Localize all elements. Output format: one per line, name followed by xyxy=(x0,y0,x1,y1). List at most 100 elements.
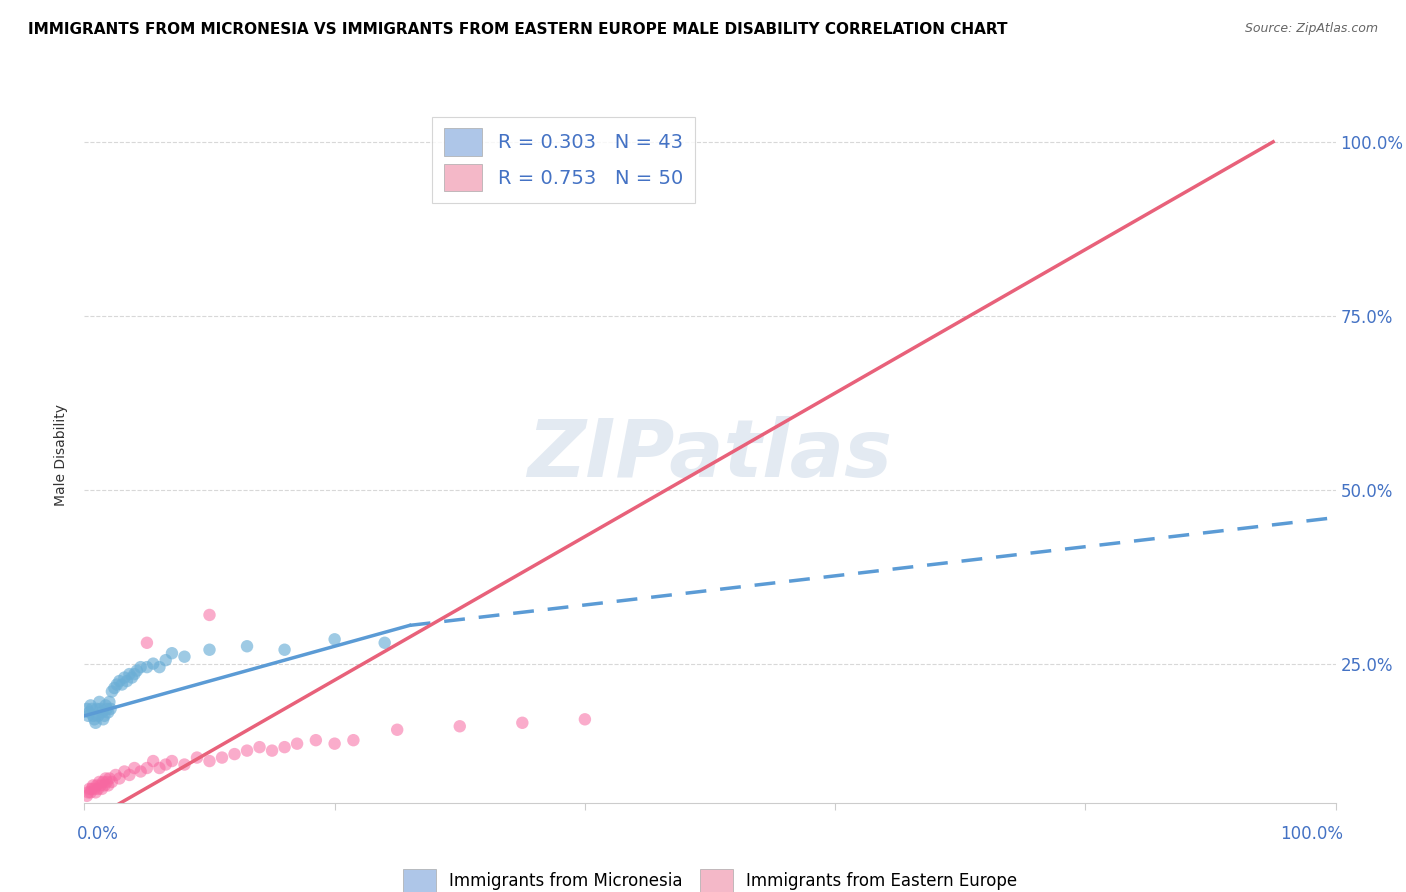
Point xyxy=(236,744,259,758)
Point xyxy=(91,712,114,726)
Point xyxy=(94,698,117,713)
Point xyxy=(103,681,125,695)
Point xyxy=(173,757,195,772)
Point xyxy=(76,789,98,803)
Point xyxy=(96,702,118,716)
Point xyxy=(76,702,98,716)
Point xyxy=(305,733,328,747)
Point xyxy=(100,702,122,716)
Point xyxy=(136,761,159,775)
Text: Source: ZipAtlas.com: Source: ZipAtlas.com xyxy=(1244,22,1378,36)
Point xyxy=(101,684,124,698)
Point xyxy=(574,712,596,726)
Point xyxy=(136,636,159,650)
Text: 0.0%: 0.0% xyxy=(77,825,120,843)
Point xyxy=(124,761,146,775)
Point xyxy=(87,781,110,796)
Point xyxy=(273,642,295,657)
Point xyxy=(512,715,534,730)
Point xyxy=(97,706,120,720)
Point xyxy=(129,660,152,674)
Point xyxy=(108,772,131,786)
Point xyxy=(121,671,143,685)
Point xyxy=(136,660,159,674)
Point xyxy=(84,715,107,730)
Point xyxy=(91,775,114,789)
Text: 100.0%: 100.0% xyxy=(1279,825,1343,843)
Point xyxy=(142,657,165,671)
Point xyxy=(323,737,346,751)
Point xyxy=(79,698,101,713)
Point xyxy=(79,785,101,799)
Point xyxy=(211,750,233,764)
Point xyxy=(142,754,165,768)
Point xyxy=(155,757,177,772)
Point xyxy=(148,660,170,674)
Point xyxy=(97,778,120,793)
Text: ZIPatlas: ZIPatlas xyxy=(527,416,893,494)
Point xyxy=(112,764,135,779)
Point xyxy=(198,607,221,622)
Point xyxy=(77,708,100,723)
Point xyxy=(86,778,108,793)
Point xyxy=(87,708,110,723)
Point xyxy=(125,664,148,678)
Point xyxy=(105,677,128,691)
Point xyxy=(93,708,115,723)
Point xyxy=(83,712,105,726)
Point xyxy=(273,740,295,755)
Point xyxy=(236,639,259,653)
Point xyxy=(111,677,134,691)
Point xyxy=(186,750,208,764)
Legend: Immigrants from Micronesia, Immigrants from Eastern Europe: Immigrants from Micronesia, Immigrants f… xyxy=(396,862,1024,892)
Point xyxy=(93,778,115,793)
Point xyxy=(79,706,101,720)
Point xyxy=(89,695,111,709)
Point xyxy=(285,737,308,751)
Point xyxy=(323,632,346,647)
Point xyxy=(94,772,117,786)
Point xyxy=(160,754,183,768)
Point xyxy=(173,649,195,664)
Point xyxy=(90,706,112,720)
Point xyxy=(198,642,221,657)
Point xyxy=(90,778,112,793)
Point xyxy=(101,775,124,789)
Point xyxy=(198,754,221,768)
Point xyxy=(249,740,271,755)
Point xyxy=(115,674,138,689)
Point xyxy=(449,719,471,733)
Point xyxy=(96,775,118,789)
Point xyxy=(77,785,100,799)
Point xyxy=(124,667,146,681)
Point xyxy=(118,768,141,782)
Point xyxy=(80,781,103,796)
Point xyxy=(90,702,112,716)
Point xyxy=(98,772,121,786)
Point xyxy=(82,708,104,723)
Point xyxy=(89,775,111,789)
Point xyxy=(342,733,364,747)
Point xyxy=(83,781,105,796)
Point xyxy=(385,723,409,737)
Point xyxy=(84,785,107,799)
Point xyxy=(160,646,183,660)
Text: IMMIGRANTS FROM MICRONESIA VS IMMIGRANTS FROM EASTERN EUROPE MALE DISABILITY COR: IMMIGRANTS FROM MICRONESIA VS IMMIGRANTS… xyxy=(28,22,1008,37)
Point xyxy=(374,636,396,650)
Point xyxy=(98,695,121,709)
Point xyxy=(82,778,104,793)
Point xyxy=(262,744,284,758)
Point xyxy=(224,747,246,761)
Point xyxy=(129,764,152,779)
Point xyxy=(90,781,112,796)
Point xyxy=(104,768,127,782)
Point xyxy=(118,667,141,681)
Point xyxy=(112,671,135,685)
Point xyxy=(148,761,170,775)
Point xyxy=(108,674,131,689)
Point xyxy=(86,702,108,716)
Point xyxy=(79,781,101,796)
Point xyxy=(80,702,103,716)
Y-axis label: Male Disability: Male Disability xyxy=(55,404,69,506)
Point xyxy=(155,653,177,667)
